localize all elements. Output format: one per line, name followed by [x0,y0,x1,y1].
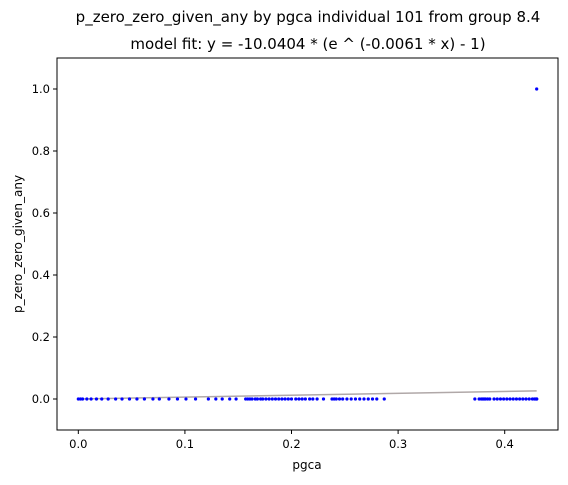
y-tick-label: 1.0 [32,82,50,96]
data-point [345,397,349,401]
data-point [228,397,232,401]
data-point [349,397,353,401]
data-point [286,397,290,401]
x-tick-label: 0.0 [69,437,87,451]
data-point [303,397,307,401]
data-point [297,397,301,401]
data-point [473,397,477,401]
x-axis-label: pgca [292,458,321,472]
data-point [85,397,89,401]
data-point [370,397,375,401]
data-point [505,397,509,401]
fit-line [78,390,537,400]
data-point [270,397,274,401]
data-point [341,397,345,401]
y-tick-label: 0.8 [32,144,50,158]
data-point [362,397,366,401]
y-tick-label: 0.2 [32,330,50,344]
data-point [220,397,224,401]
data-point [261,397,265,401]
data-point [337,397,342,401]
data-point [264,397,268,401]
x-tick-label: 0.1 [176,437,194,451]
plot-area [76,87,539,401]
data-point [89,397,93,401]
data-point [250,397,254,401]
data-point [311,397,315,401]
data-point [127,397,132,401]
data-point [527,397,531,401]
data-point [151,397,155,401]
chart-title: p_zero_zero_given_any by pgca individual… [76,8,541,27]
data-point [502,397,506,401]
data-point [488,397,492,401]
data-point [498,397,503,401]
data-point [521,397,525,401]
data-point [524,397,528,401]
data-point [353,397,358,401]
y-tick-label: 0.4 [32,268,50,282]
data-point [193,397,198,401]
data-point [358,397,362,401]
data-point [535,397,539,401]
y-axis-ticks: 0.0 0.2 0.4 0.6 0.8 1.0 [32,82,57,406]
data-point [375,397,379,401]
data-point [100,397,104,401]
data-point [508,397,512,401]
data-point [289,397,294,401]
data-point [255,397,259,401]
data-point [535,87,539,91]
data-point [94,397,99,401]
data-point [273,397,278,401]
data-point [511,397,515,401]
data-point [382,397,386,401]
data-point [157,397,161,401]
x-tick-label: 0.4 [496,437,514,451]
data-point [294,397,298,401]
data-point [135,397,139,401]
data-point [80,397,85,401]
data-point [184,397,188,401]
data-point [280,397,284,401]
data-point [492,397,496,401]
x-tick-label: 0.2 [282,437,300,451]
data-point [120,397,124,401]
data-point [142,397,147,401]
y-tick-label: 0.0 [32,392,50,406]
data-point [206,397,210,401]
data-point [300,397,304,401]
data-point [518,397,522,401]
data-point [514,397,519,401]
data-point [283,397,287,401]
data-point [167,397,171,401]
data-point [366,397,370,401]
data-point [334,397,338,401]
data-point [277,397,281,401]
data-point [114,397,118,401]
data-point [267,397,271,401]
axes-frame [56,57,559,431]
y-axis-label: p_zero_zero_given_any [11,175,25,313]
y-tick-label: 0.6 [32,206,50,220]
data-point [308,397,312,401]
data-point [234,397,238,401]
data-point [106,397,110,401]
data-point [321,397,326,401]
x-axis-ticks: 0.0 0.1 0.2 0.3 0.4 [69,430,514,451]
data-point [315,397,319,401]
chart-subtitle: model fit: y = -10.0404 * (e ^ (-0.0061 … [130,35,485,53]
data-point [214,397,218,401]
data-point [495,397,499,401]
data-point [175,397,180,401]
x-tick-label: 0.3 [389,437,407,451]
